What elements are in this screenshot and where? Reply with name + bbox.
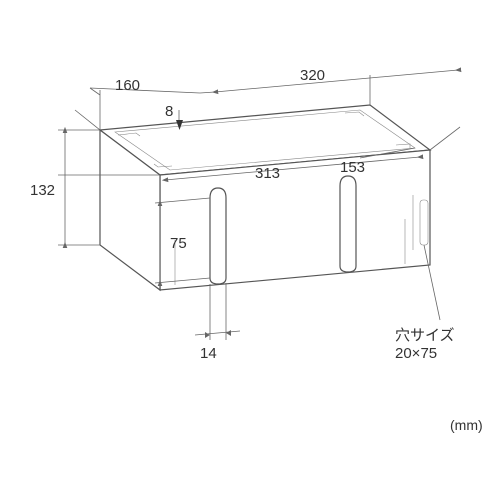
label-132: 132 <box>30 182 55 199</box>
ext-320-r <box>430 127 460 150</box>
label-hole-2: 20×75 <box>395 345 437 362</box>
dim-320 <box>215 70 458 92</box>
label-160: 160 <box>115 77 140 94</box>
label-hole-1: 穴サイズ <box>395 327 455 344</box>
box-front-face <box>160 150 430 290</box>
label-75: 75 <box>170 235 187 252</box>
label-unit: (mm) <box>450 417 483 433</box>
dim-14 <box>195 331 240 335</box>
label-320: 320 <box>300 67 325 84</box>
label-153: 153 <box>340 159 365 176</box>
ext-320-l2 <box>200 92 215 93</box>
dimension-diagram: 320 160 132 8 313 153 75 14 穴サイズ 20×75 (… <box>0 0 500 500</box>
label-14: 14 <box>200 345 217 362</box>
dim-160-a <box>90 88 100 95</box>
callout-hole <box>424 245 440 320</box>
ext-160-l <box>75 110 100 130</box>
arr14r <box>226 330 231 336</box>
dim-160-seg <box>90 88 200 93</box>
label-8: 8 <box>165 103 173 120</box>
arr14l <box>205 332 210 338</box>
label-313: 313 <box>255 165 280 182</box>
